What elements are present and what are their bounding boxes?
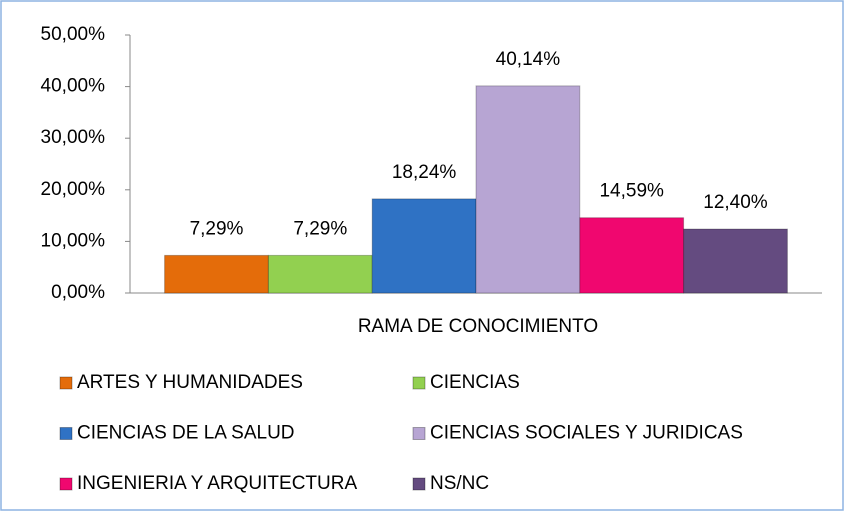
y-tick-label: 40,00% bbox=[41, 76, 106, 97]
y-tick-label: 10,00% bbox=[41, 230, 106, 251]
legend-swatch bbox=[59, 477, 73, 491]
legend-swatch bbox=[412, 477, 426, 491]
bar bbox=[371, 198, 477, 294]
x-axis-label: RAMA DE CONOCIMIENTO bbox=[358, 316, 598, 337]
y-tick-label: 0,00% bbox=[51, 282, 105, 303]
legend-swatch bbox=[412, 376, 426, 390]
data-label: 7,29% bbox=[190, 218, 244, 239]
bar bbox=[475, 85, 581, 294]
y-tick-label: 30,00% bbox=[41, 127, 106, 148]
legend-label: CIENCIAS bbox=[430, 372, 520, 393]
legend-swatch bbox=[59, 376, 73, 390]
data-label: 40,14% bbox=[496, 49, 561, 70]
legend-swatch bbox=[59, 427, 73, 440]
bar bbox=[267, 254, 373, 294]
bar bbox=[164, 254, 269, 294]
data-label: 18,24% bbox=[392, 162, 457, 183]
data-label: 14,59% bbox=[599, 181, 664, 202]
y-tick-label: 20,00% bbox=[41, 179, 106, 200]
legend-label: NS/NC bbox=[430, 473, 489, 494]
legend-label: ARTES Y HUMANIDADES bbox=[77, 372, 303, 393]
data-label: 12,40% bbox=[703, 192, 768, 213]
legend-label: CIENCIAS SOCIALES Y JURIDICAS bbox=[430, 423, 743, 444]
legend-label: CIENCIAS DE LA SALUD bbox=[77, 423, 295, 444]
legend-swatch bbox=[412, 427, 426, 440]
data-label: 7,29% bbox=[293, 218, 347, 239]
legend-label: INGENIERIA Y ARQUITECTURA bbox=[77, 473, 357, 494]
y-tick-label: 50,00% bbox=[41, 24, 106, 45]
bar bbox=[683, 228, 788, 294]
bar bbox=[579, 217, 685, 294]
